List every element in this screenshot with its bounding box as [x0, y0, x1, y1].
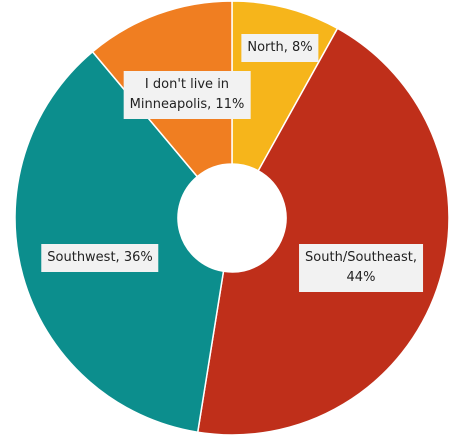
slice-data-label: North, 8% [241, 34, 319, 62]
slice-data-label: South/Southeast, 44% [299, 244, 423, 292]
slice-data-label: I don't live in Minneapolis, 11% [123, 71, 251, 119]
slice-data-label: Southwest, 36% [41, 244, 159, 272]
donut-hole [178, 164, 286, 272]
